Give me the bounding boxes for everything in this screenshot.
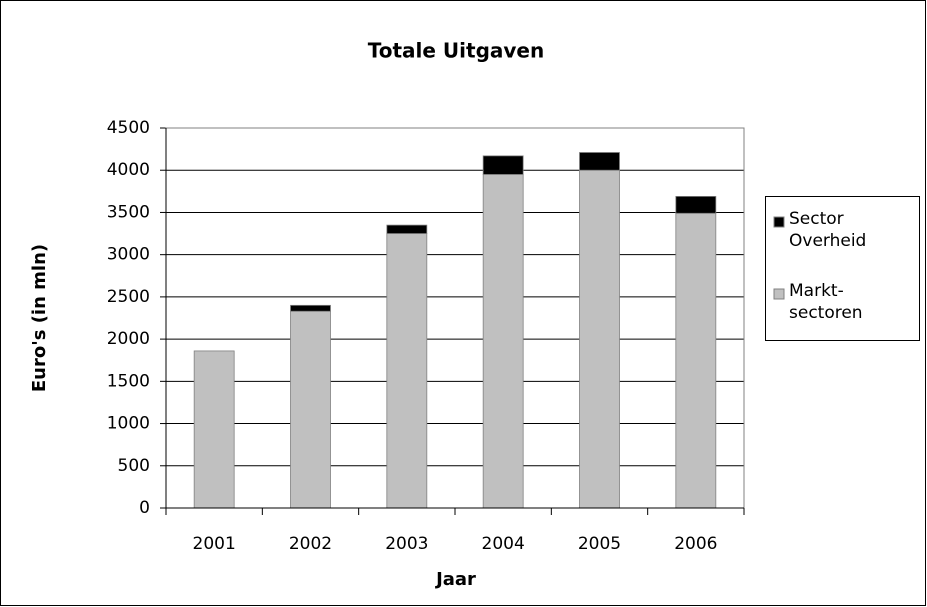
x-tick-label: 2003 (385, 534, 428, 554)
y-tick-label: 500 (118, 456, 150, 476)
bar-segment (193, 350, 235, 509)
x-tick-label: 2005 (578, 534, 621, 554)
x-tick-label: 2004 (482, 534, 525, 554)
bar-segment (579, 152, 620, 171)
y-tick-label: 4500 (107, 118, 150, 138)
bar-segment (675, 212, 717, 509)
x-axis-label: Jaar (434, 569, 476, 590)
y-tick-label: 3500 (107, 202, 150, 222)
bar-segment (290, 304, 331, 312)
y-tick-label: 1000 (107, 414, 150, 434)
y-tick-label: 3000 (107, 245, 150, 265)
legend-label: Sector Overheid (789, 209, 867, 251)
x-tick-label: 2001 (193, 534, 236, 554)
y-tick-label: 2500 (107, 287, 150, 307)
chart-title: Totale Uitgaven (368, 39, 544, 63)
bar-segment (386, 224, 428, 234)
bar-segment (579, 169, 620, 509)
legend-swatch (773, 216, 785, 228)
legend-swatch (773, 288, 785, 300)
bar-segment (482, 155, 524, 175)
x-tick-label: 2006 (674, 534, 717, 554)
y-tick-label: 2000 (107, 329, 150, 349)
x-tick-label: 2002 (289, 534, 332, 554)
y-tick-label: 0 (139, 498, 150, 518)
bar-segment (675, 195, 717, 214)
y-axis-label: Euro's (in mln) (29, 244, 50, 392)
legend-entry: Markt-sectoren (789, 281, 863, 323)
legend-label: Markt-sectoren (789, 281, 863, 323)
legend-box (765, 196, 920, 341)
y-tick-label: 4000 (107, 160, 150, 180)
bar-segment (482, 174, 524, 509)
legend-entry: Sector Overheid (789, 209, 867, 251)
bar-segment (290, 310, 331, 509)
y-tick-label: 1500 (107, 371, 150, 391)
bar-segment (386, 233, 428, 509)
